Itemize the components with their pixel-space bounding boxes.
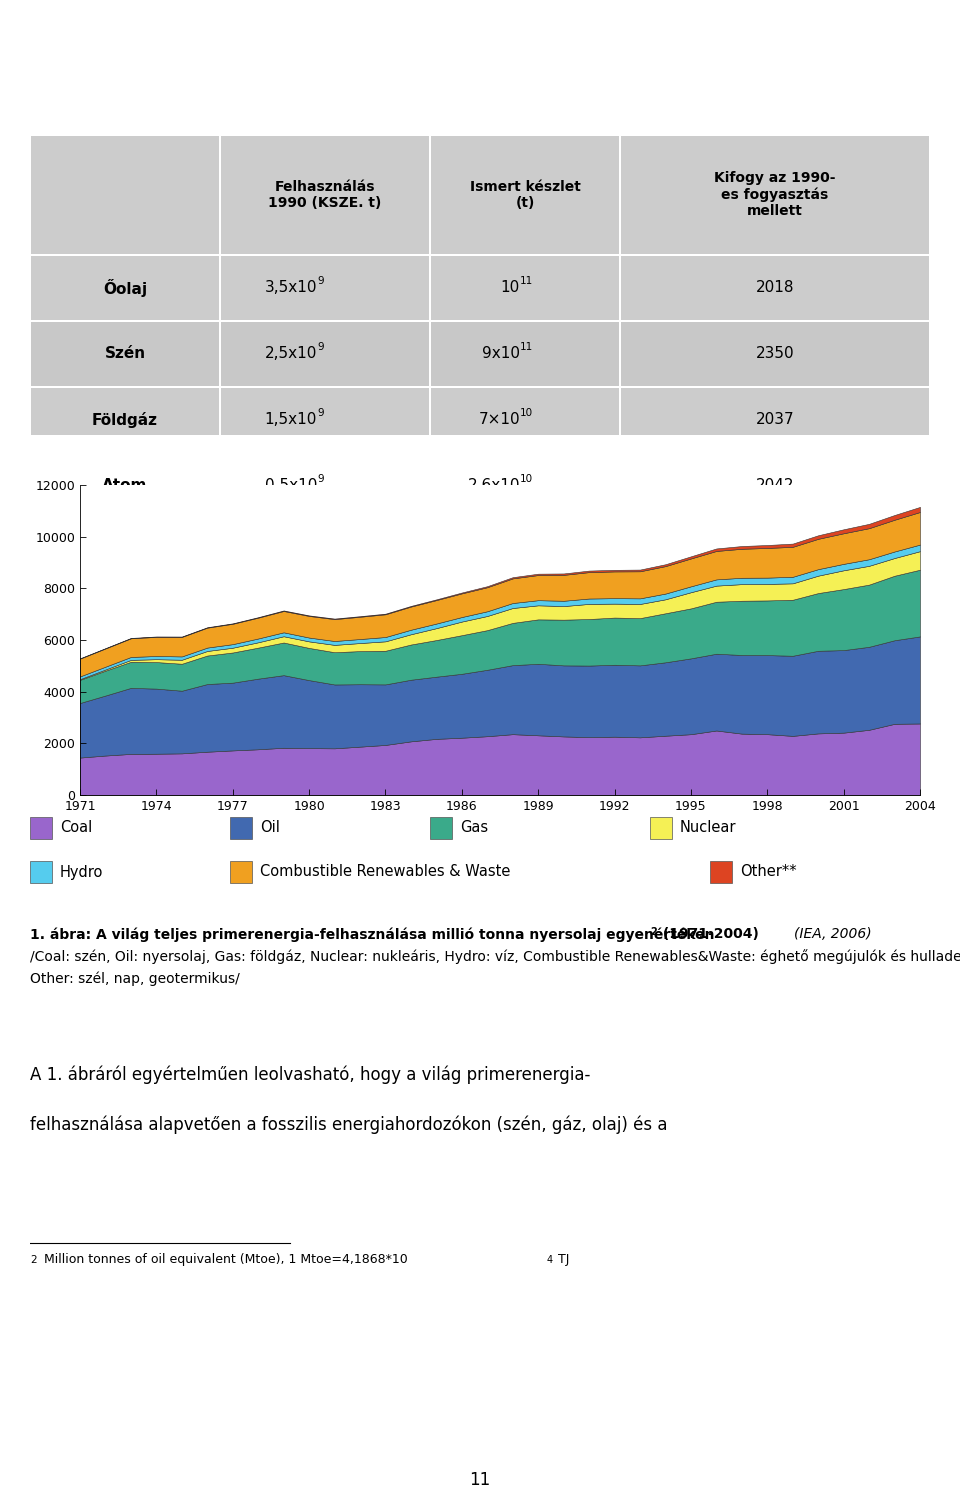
Text: 7×10: 7×10: [478, 413, 520, 428]
Bar: [31, 322, 219, 386]
Text: (1971-2004): (1971-2004): [658, 928, 764, 941]
Bar: [430, 816, 452, 839]
Bar: [431, 453, 619, 518]
Bar: [221, 389, 429, 452]
Bar: [621, 322, 929, 386]
Text: 9: 9: [317, 474, 324, 483]
Text: TJ: TJ: [554, 1253, 569, 1267]
Bar: [30, 816, 52, 839]
Text: 9: 9: [317, 408, 324, 419]
Text: Other**: Other**: [740, 864, 797, 880]
Text: Szén: Szén: [105, 346, 146, 361]
Text: 2,5x10: 2,5x10: [265, 346, 317, 361]
Bar: [621, 136, 929, 255]
Text: 9: 9: [317, 342, 324, 352]
Text: 11: 11: [469, 1471, 491, 1489]
Text: Felhasználás
1990 (KSZE. t): Felhasználás 1990 (KSZE. t): [268, 179, 382, 211]
Bar: [431, 389, 619, 452]
Text: 11: 11: [520, 276, 533, 286]
Bar: [710, 861, 732, 883]
Bar: [621, 256, 929, 319]
Bar: [221, 136, 429, 255]
Bar: [230, 861, 252, 883]
Bar: [221, 256, 429, 319]
Text: 4: 4: [547, 1254, 553, 1265]
Bar: [621, 453, 929, 518]
Text: 2,6x10: 2,6x10: [468, 479, 520, 494]
Bar: [31, 136, 219, 255]
Text: Őolaj: Őolaj: [103, 279, 147, 297]
Text: Coal: Coal: [60, 821, 92, 836]
Text: 10: 10: [520, 474, 533, 483]
Text: Combustible Renewables & Waste: Combustible Renewables & Waste: [260, 864, 511, 880]
Text: Oil: Oil: [260, 821, 280, 836]
Text: 11: 11: [520, 342, 533, 352]
Text: felhasználása alapvetően a fosszilis energiahordozókon (szén, gáz, olaj) és a: felhasználása alapvetően a fosszilis ene…: [30, 1114, 667, 1134]
Text: 2: 2: [650, 928, 657, 937]
Text: 9x10: 9x10: [482, 346, 520, 361]
Text: 10: 10: [520, 408, 533, 419]
Text: Gas: Gas: [460, 821, 488, 836]
Bar: [31, 453, 219, 518]
Text: 9: 9: [317, 276, 324, 286]
Bar: [221, 322, 429, 386]
Bar: [31, 256, 219, 319]
Bar: [431, 136, 619, 255]
Text: 2042: 2042: [756, 479, 794, 494]
Bar: [431, 256, 619, 319]
Text: (IEA, 2006): (IEA, 2006): [794, 928, 872, 941]
Text: Other: szél, nap, geotermikus/: Other: szél, nap, geotermikus/: [30, 971, 240, 985]
Text: Nuclear: Nuclear: [680, 821, 736, 836]
Text: 2037: 2037: [756, 413, 794, 428]
Text: A 1. ábráról egyértelműen leolvasható, hogy a világ primerenergia-: A 1. ábráról egyértelműen leolvasható, h…: [30, 1065, 590, 1083]
Text: Atom: Atom: [103, 479, 148, 494]
Bar: [221, 453, 429, 518]
Text: Hydro: Hydro: [60, 864, 104, 880]
Text: 1,5x10: 1,5x10: [265, 413, 317, 428]
Text: 2018: 2018: [756, 280, 794, 295]
Text: Ismert készlet
(t): Ismert készlet (t): [469, 179, 581, 211]
Text: 0,5x10: 0,5x10: [265, 479, 317, 494]
Text: 1. ábra: A világ teljes primerenergia-felhasználása millió tonna nyersolaj egyen: 1. ábra: A világ teljes primerenergia-fe…: [30, 928, 714, 941]
Text: Million tonnes of oil equivalent (Mtoe), 1 Mtoe=4,1868*10: Million tonnes of oil equivalent (Mtoe),…: [40, 1253, 408, 1267]
Text: Földgáz: Földgáz: [92, 413, 158, 428]
Bar: [30, 861, 52, 883]
Text: 2: 2: [30, 1254, 36, 1265]
Text: 10: 10: [501, 280, 520, 295]
Text: 3,5x10: 3,5x10: [265, 280, 317, 295]
Text: /Coal: szén, Oil: nyersolaj, Gas: földgáz, Nuclear: nukleáris, Hydro: víz, Combu: /Coal: szén, Oil: nyersolaj, Gas: földgá…: [30, 949, 960, 964]
Bar: [650, 816, 672, 839]
Bar: [31, 389, 219, 452]
Bar: [431, 322, 619, 386]
Text: 2350: 2350: [756, 346, 794, 361]
Bar: [621, 389, 929, 452]
Text: Kifogy az 1990-
es fogyasztás
mellett: Kifogy az 1990- es fogyasztás mellett: [714, 172, 836, 218]
Bar: [230, 816, 252, 839]
